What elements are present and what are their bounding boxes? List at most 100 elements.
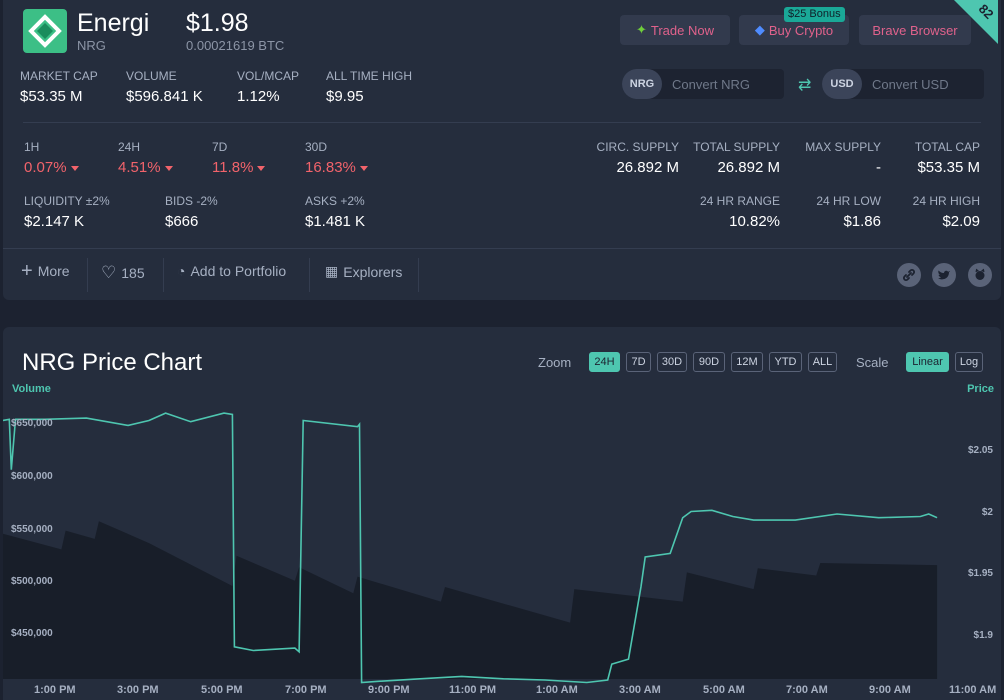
volume-tick: $500,000 — [11, 576, 53, 587]
convert-nrg-input[interactable]: Convert NRG — [672, 76, 751, 92]
scale-linear-button[interactable]: Linear — [906, 352, 949, 372]
time-tick: 5:00 AM — [703, 684, 745, 696]
stat-value: $1.86 — [843, 213, 881, 230]
website-link-icon[interactable] — [897, 263, 921, 287]
brave-browser-button[interactable]: Brave Browser — [859, 15, 971, 45]
volume-tick: $550,000 — [11, 524, 53, 535]
stat-label: TOTAL SUPPLY — [693, 140, 780, 154]
scale-label: Scale — [856, 355, 889, 370]
stat-label: BIDS -2% — [165, 194, 218, 208]
stat-value: 16.83% — [305, 159, 368, 176]
stat-label: 24 HR LOW — [816, 194, 881, 208]
stat-label: 7D — [212, 140, 228, 154]
zoom-90d-button[interactable]: 90D — [693, 352, 725, 372]
calendar-grid-icon: ▦ — [325, 263, 339, 279]
stat-value: 1.12% — [237, 88, 280, 105]
stat-value: $2.09 — [942, 213, 980, 230]
zoom-12m-button[interactable]: 12M — [731, 352, 763, 372]
price-line — [3, 412, 938, 684]
divider — [23, 122, 981, 123]
github-icon[interactable] — [968, 263, 992, 287]
heart-icon: ♡ — [101, 263, 117, 282]
separator — [309, 258, 310, 292]
bonus-badge: $25 Bonus — [784, 7, 845, 22]
zoom-all-button[interactable]: ALL — [808, 352, 837, 372]
stat-value: $2.147 K — [24, 213, 85, 230]
volume-axis-title: Volume — [12, 383, 51, 395]
like-button[interactable]: ♡ 185 — [101, 263, 145, 283]
stat-label: 24 HR HIGH — [912, 194, 980, 208]
stat-label: CIRC. SUPPLY — [596, 140, 679, 154]
convert-usd-input[interactable]: Convert USD — [872, 76, 949, 92]
chart-title: NRG Price Chart — [22, 349, 203, 376]
explorers-label: Explorers — [343, 263, 403, 280]
more-button[interactable]: + More — [21, 260, 70, 282]
volume-tick: $450,000 — [11, 628, 53, 639]
time-tick: 9:00 PM — [368, 684, 410, 696]
convert-usd-field[interactable]: USD Convert USD — [822, 69, 984, 99]
time-tick: 7:00 AM — [786, 684, 828, 696]
separator — [418, 258, 419, 292]
separator — [87, 258, 88, 292]
stat-value: $666 — [165, 213, 199, 230]
change-24h-stat: 24H 4.51% — [118, 140, 173, 176]
change-7d-stat: 7D 11.8% — [212, 140, 265, 176]
price-axis-title: Price — [967, 383, 994, 395]
stat-label: TOTAL CAP — [914, 140, 980, 154]
bids-stat: BIDS -2% $666 — [165, 194, 218, 230]
nrg-currency-badge: NRG — [622, 69, 662, 99]
stat-value: 4.51% — [118, 159, 173, 176]
stat-label: 24 HR RANGE — [699, 194, 780, 208]
energi-logo-icon — [23, 9, 67, 53]
stat-label: LIQUIDITY ±2% — [24, 194, 110, 208]
all-time-high-stat: ALL TIME HIGH $9.95 — [326, 69, 412, 105]
stat-value: $596.841 K — [126, 88, 203, 105]
zoom-30d-button[interactable]: 30D — [657, 352, 687, 372]
scale-log-button[interactable]: Log — [955, 352, 983, 372]
time-tick: 11:00 AM — [949, 684, 997, 696]
swap-icon[interactable]: ⇄ — [798, 77, 812, 94]
stat-label: 1H — [24, 140, 40, 154]
market-cap-stat: MARKET CAP $53.35 M — [20, 69, 98, 105]
zoom-label: Zoom — [538, 355, 572, 370]
stat-value: $53.35 M — [20, 88, 83, 105]
coin-price-btc: 0.00021619 BTC — [186, 38, 285, 53]
add-to-portfolio-label: Add to Portfolio — [190, 263, 287, 279]
stat-label: 24H — [118, 140, 141, 154]
low-24h-stat: 24 HR LOW $1.86 — [816, 194, 881, 230]
zoom-24h-button[interactable]: 24H — [589, 352, 620, 372]
time-tick: 1:00 AM — [536, 684, 578, 696]
brave-browser-label: Brave Browser — [872, 22, 958, 38]
zoom-ytd-button[interactable]: YTD — [769, 352, 802, 372]
volume-tick: $600,000 — [11, 471, 53, 482]
time-tick: 3:00 AM — [619, 684, 661, 696]
twitter-icon[interactable] — [932, 263, 956, 287]
stat-label: 30D — [305, 140, 328, 154]
vol-mcap-stat: VOL/MCAP 1.12% — [237, 69, 299, 105]
price-tick: $2 — [981, 507, 993, 518]
plus-icon: + — [21, 260, 33, 282]
range-24h-stat: 24 HR RANGE 10.82% — [700, 194, 780, 230]
time-tick: 11:00 PM — [449, 684, 497, 696]
price-tick: $2.05 — [967, 445, 993, 456]
portfolio-icon: ◔ — [177, 263, 186, 279]
change-1h-stat: 1H 0.07% — [24, 140, 79, 176]
trade-now-button[interactable]: ✦ Trade Now — [620, 15, 730, 45]
explorers-button[interactable]: ▦ Explorers — [325, 263, 402, 280]
price-volume-chart[interactable] — [3, 327, 1001, 700]
add-to-portfolio-button[interactable]: ◔ Add to Portfolio — [177, 263, 286, 279]
max-supply-stat: MAX SUPPLY - — [805, 140, 881, 176]
volume-tick: $650,000 — [11, 418, 53, 429]
volume-stat: VOLUME $596.841 K — [126, 69, 203, 105]
time-tick: 9:00 AM — [869, 684, 911, 696]
stat-label: ALL TIME HIGH — [326, 69, 413, 83]
time-tick: 1:00 PM — [34, 684, 76, 696]
stat-value: $9.95 — [326, 88, 364, 105]
stat-label: MARKET CAP — [20, 69, 98, 83]
convert-nrg-field[interactable]: NRG Convert NRG — [622, 69, 784, 99]
stat-value: $1.481 K — [305, 213, 366, 230]
stat-value: $53.35 M — [917, 159, 980, 176]
stat-value: 11.8% — [212, 159, 265, 176]
stat-value: - — [876, 159, 881, 176]
zoom-7d-button[interactable]: 7D — [626, 352, 651, 372]
